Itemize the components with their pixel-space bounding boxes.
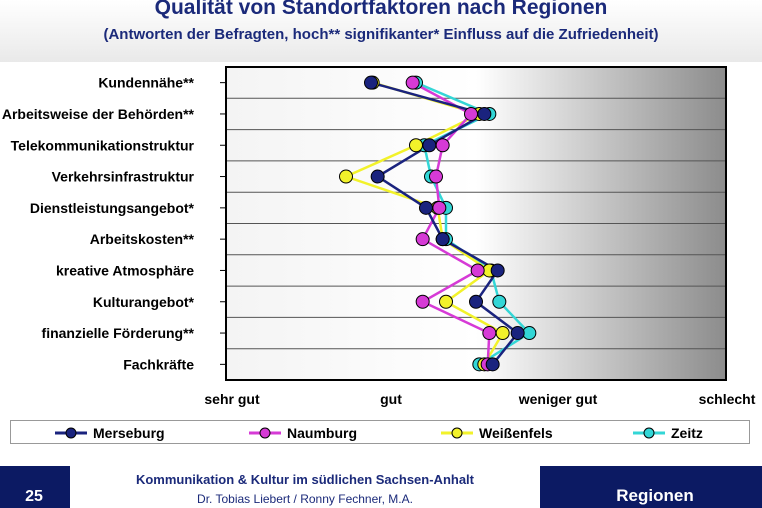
legend-marker-weissenfels bbox=[441, 427, 473, 439]
point-merseburg-8 bbox=[510, 326, 525, 341]
page-number: 25 bbox=[25, 488, 43, 505]
point-weißenfels-3 bbox=[339, 169, 353, 184]
point-merseburg-4 bbox=[419, 200, 433, 215]
point-naumburg-5 bbox=[415, 232, 430, 247]
point-merseburg-3 bbox=[370, 169, 385, 184]
slide-title: Qualität von Standortfaktoren nach Regio… bbox=[154, 0, 608, 19]
legend-marker-zeitz bbox=[633, 427, 665, 439]
legend-marker-naumburg bbox=[249, 427, 281, 439]
category-label-2: Telekommunikationstruktur bbox=[11, 137, 195, 153]
section-label: Regionen bbox=[616, 486, 694, 505]
point-naumburg-0 bbox=[405, 75, 420, 90]
title-band: Qualität von Standortfaktoren nach Regio… bbox=[0, 0, 762, 62]
point-naumburg-2 bbox=[435, 138, 450, 153]
legend-item-zeitz: Zeitz bbox=[633, 423, 703, 443]
legend-label-zeitz: Zeitz bbox=[671, 425, 703, 441]
point-naumburg-6 bbox=[470, 263, 485, 278]
point-naumburg-7 bbox=[415, 294, 430, 309]
legend-item-merseburg: Merseburg bbox=[55, 423, 165, 443]
category-label-8: finanzielle Förderung** bbox=[42, 325, 195, 341]
category-label-1: Arbeitsweise der Behörden** bbox=[2, 106, 195, 122]
point-weißenfels-8 bbox=[495, 326, 510, 341]
point-zeitz-7 bbox=[492, 294, 507, 309]
x-tick-label-2: weniger gut bbox=[518, 391, 598, 407]
x-tick-label-1: gut bbox=[380, 391, 402, 407]
point-naumburg-1 bbox=[464, 106, 478, 121]
category-label-4: Dienstleistungsangebot* bbox=[30, 200, 195, 216]
point-naumburg-4 bbox=[432, 200, 447, 215]
point-naumburg-8 bbox=[482, 326, 497, 341]
legend-item-naumburg: Naumburg bbox=[249, 423, 357, 443]
line-chart: Kundennähe** Arbeitsweise der Behörden** T… bbox=[2, 66, 756, 407]
point-weißenfels-7 bbox=[439, 294, 453, 309]
point-merseburg-7 bbox=[469, 294, 483, 309]
x-tick-label-0: sehr gut bbox=[204, 391, 260, 407]
point-naumburg-3 bbox=[429, 169, 443, 184]
point-merseburg-9 bbox=[485, 357, 500, 372]
legend-label-merseburg: Merseburg bbox=[93, 425, 165, 441]
point-merseburg-0 bbox=[364, 75, 378, 90]
category-label-0: Kundennähe** bbox=[98, 75, 194, 91]
slide-footer: 25 Kommunikation & Kultur im südlichen S… bbox=[0, 466, 762, 508]
point-merseburg-2 bbox=[422, 138, 437, 153]
footer-authors: Dr. Tobias Liebert / Ronny Fechner, M.A. bbox=[197, 492, 413, 506]
category-label-6: kreative Atmosphäre bbox=[56, 262, 194, 278]
point-zeitz-8 bbox=[522, 326, 537, 341]
category-label-7: Kulturangebot* bbox=[93, 294, 195, 310]
category-label-9: Fachkräfte bbox=[123, 356, 194, 372]
series-line-merseburg bbox=[370, 81, 520, 366]
chart-legend: Merseburg Naumburg Weißenfels Zeitz bbox=[10, 420, 750, 444]
x-tick-label-3: schlecht bbox=[699, 391, 756, 407]
footer-title: Kommunikation & Kultur im südlichen Sach… bbox=[135, 472, 475, 487]
legend-marker-merseburg bbox=[55, 427, 87, 439]
legend-label-weissenfels: Weißenfels bbox=[479, 425, 553, 441]
plot-frame bbox=[225, 66, 727, 381]
legend-label-naumburg: Naumburg bbox=[287, 425, 357, 441]
legend-item-weissenfels: Weißenfels bbox=[441, 423, 553, 443]
point-merseburg-5 bbox=[435, 232, 450, 247]
series-line-weißenfels bbox=[342, 81, 505, 366]
point-merseburg-1 bbox=[477, 106, 492, 121]
point-weißenfels-2 bbox=[409, 138, 423, 153]
point-merseburg-6 bbox=[490, 263, 505, 278]
category-label-3: Verkehrsinfrastruktur bbox=[52, 169, 195, 185]
slide-subtitle: (Antworten der Befragten, hoch** signifi… bbox=[103, 26, 659, 43]
footer-info: Kommunikation & Kultur im südlichen Sach… bbox=[70, 466, 540, 508]
category-label-5: Arbeitskosten** bbox=[90, 231, 195, 247]
